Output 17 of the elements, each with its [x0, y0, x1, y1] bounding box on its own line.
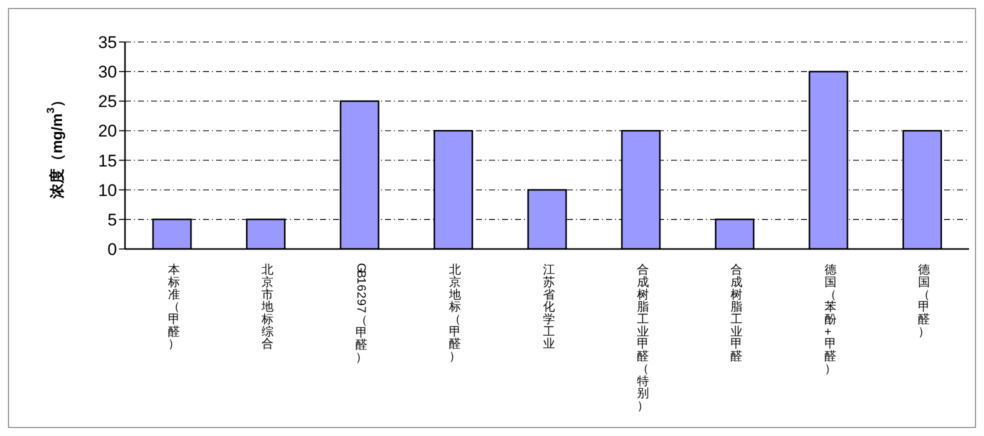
x-tick-label: 北京地标（甲醛） [448, 262, 462, 364]
x-tick-label: 本标准（甲醛） [166, 262, 180, 351]
x-tick-label: 江苏省化学工业 [543, 262, 555, 351]
category-label: 合成树脂工业甲醛（特别） [636, 262, 649, 413]
x-tick-label: 德国（甲醛） [918, 262, 930, 338]
y-tick-label: 35 [98, 33, 117, 52]
x-tick-label: 合成树脂工业甲醛 [730, 262, 743, 364]
y-tick-label: 5 [108, 210, 117, 230]
category-label: GB16297（甲醛） [354, 263, 368, 364]
y-tick-label: 0 [108, 240, 117, 260]
category-label: 德国（苯酚+甲醛） [824, 262, 836, 376]
y-tick-label: 30 [98, 62, 117, 82]
y-tick-label: 15 [98, 151, 117, 170]
y-tick-label: 25 [98, 92, 117, 112]
x-tick-label: 北京市地标综合 [260, 262, 274, 351]
y-tick-label: 10 [98, 180, 117, 200]
y-tick-label: 20 [98, 122, 117, 141]
